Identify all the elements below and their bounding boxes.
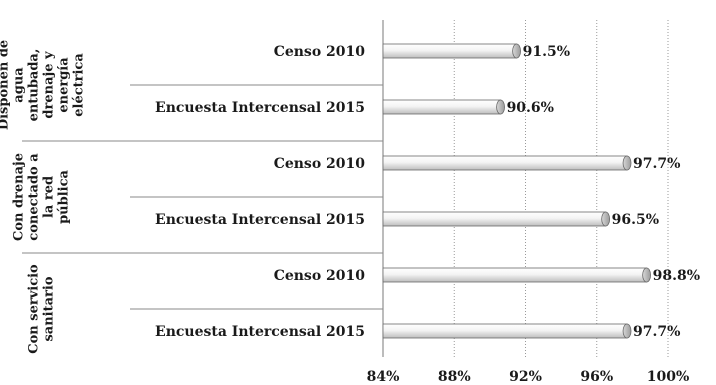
value-label: 97.7% xyxy=(633,156,680,172)
group-label-2: Con servicio sanitario xyxy=(27,264,57,354)
bar-cap xyxy=(601,211,611,227)
category-label: Encuesta Intercensal 2015 xyxy=(155,212,365,228)
x-tick-label-2: 92% xyxy=(509,369,542,385)
value-label: 98.8% xyxy=(653,268,700,284)
x-tick-label-0: 84% xyxy=(367,369,400,385)
category-label: Encuesta Intercensal 2015 xyxy=(155,324,365,340)
category-label: Censo 2010 xyxy=(274,44,366,60)
bar xyxy=(382,99,501,115)
bar-cap xyxy=(496,99,505,115)
category-label: Censo 2010 xyxy=(274,156,366,172)
bar xyxy=(382,211,607,227)
group-label-line: pública xyxy=(57,170,72,224)
group-label-line: Con drenaje xyxy=(12,153,27,241)
x-axis-ticks: 84% 88% 92% 96% 100% xyxy=(367,369,690,385)
x-tick-label-3: 96% xyxy=(580,369,613,385)
group-label-line: la red xyxy=(42,176,57,218)
bar-cap xyxy=(642,267,652,283)
bar xyxy=(382,267,648,283)
category-label: Censo 2010 xyxy=(274,268,366,284)
bar xyxy=(382,155,628,171)
value-label: 97.7% xyxy=(633,324,680,340)
bar-cap xyxy=(512,43,521,59)
group-label-line: energía xyxy=(57,57,72,113)
value-labels: 91.5% 90.6% 97.7% 96.5% 98.8% 97.7% xyxy=(507,44,700,340)
group-label-line: conectado a xyxy=(27,153,42,241)
category-labels: Censo 2010 Encuesta Intercensal 2015 Censo… xyxy=(155,44,365,340)
group-frame xyxy=(22,20,384,357)
value-label: 90.6% xyxy=(507,100,554,116)
bar xyxy=(382,323,628,339)
group-label-line: eléctrica xyxy=(72,53,87,117)
group-label-line: Con servicio xyxy=(27,264,42,354)
x-tick-label-1: 88% xyxy=(438,369,471,385)
x-tick-label-4: 100% xyxy=(647,369,690,385)
bar-cap xyxy=(622,155,632,171)
category-label: Encuesta Intercensal 2015 xyxy=(155,100,365,116)
value-label: 96.5% xyxy=(612,212,659,228)
bar-cap xyxy=(622,323,632,339)
group-label-line: sanitario xyxy=(42,276,57,341)
group-label-line: Disponen de xyxy=(0,40,12,130)
gridlines xyxy=(382,20,669,357)
group-label-line: entubada, xyxy=(27,49,42,122)
group-label-1: Con drenaje conectado a la red pública xyxy=(12,153,72,241)
group-label-line: drenaje y xyxy=(42,51,57,119)
group-label-line: agua xyxy=(12,67,27,103)
bars xyxy=(382,43,652,339)
bar xyxy=(382,43,517,59)
value-label: 91.5% xyxy=(523,44,570,60)
